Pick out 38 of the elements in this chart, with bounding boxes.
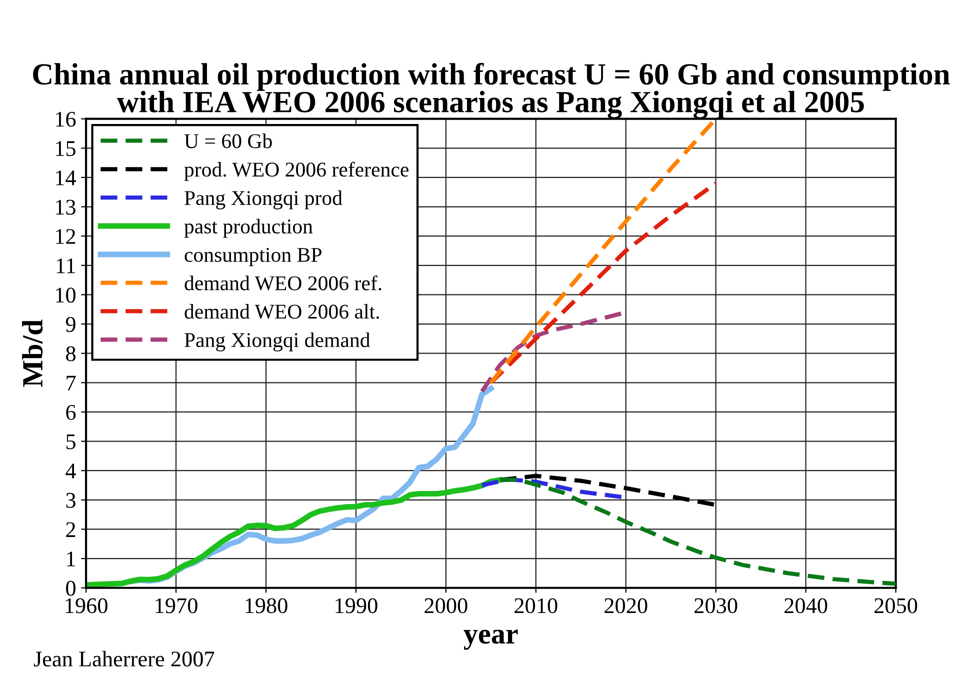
x-tick-label: 2050: [874, 598, 918, 614]
y-tick-label: 9: [66, 317, 76, 332]
legend-label: Pang Xiongqi prod: [184, 190, 342, 210]
y-tick-label: 13: [56, 200, 76, 215]
y-axis-title: Mb/d: [22, 320, 43, 387]
y-tick-label: 5: [66, 434, 76, 450]
legend-label: U = 60 Gb: [184, 134, 272, 148]
legend-label: demand WEO 2006 ref.: [184, 275, 382, 290]
x-tick-label: 1980: [246, 598, 288, 614]
y-tick-label: 10: [56, 288, 76, 303]
y-tick-label: 14: [56, 170, 76, 186]
y-tick-label: 3: [66, 492, 76, 508]
x-axis-title: year: [464, 630, 518, 650]
x-tick-label: 1970: [156, 598, 198, 614]
x-tick-label: 2020: [604, 598, 648, 614]
x-tick-label: 2000: [424, 598, 468, 614]
y-tick-label: 8: [66, 346, 76, 362]
legend-label: prod. WEO 2006 reference: [184, 162, 408, 181]
text: Jean Laherrere 2007: [34, 650, 214, 667]
y-tick-label: 1: [67, 552, 75, 566]
x-tick-label: 2010: [514, 598, 558, 614]
x-tick-label: 2040: [784, 598, 828, 614]
y-tick-label: 0: [66, 580, 76, 596]
x-tick-label: 1990: [336, 598, 378, 614]
line-series: [498, 478, 896, 586]
y-tick-label: 15: [56, 141, 76, 156]
legend-label: demand WEO 2006 alt.: [184, 304, 379, 319]
y-tick-label: 4: [66, 464, 76, 478]
legend-label: past production: [184, 218, 313, 238]
y-tick-label: 7: [66, 376, 76, 390]
x-tick-label: 1960: [66, 598, 108, 614]
y-tick-label: 11: [56, 258, 75, 274]
y-tick-label: 2: [66, 522, 76, 537]
legend-label: consumption BP: [184, 248, 322, 266]
x-tick-label: 2030: [694, 598, 738, 614]
y-tick-label: 6: [66, 404, 76, 420]
legend-label: Pang Xiongqi demand: [184, 332, 370, 352]
y-tick-label: 12: [56, 229, 76, 244]
